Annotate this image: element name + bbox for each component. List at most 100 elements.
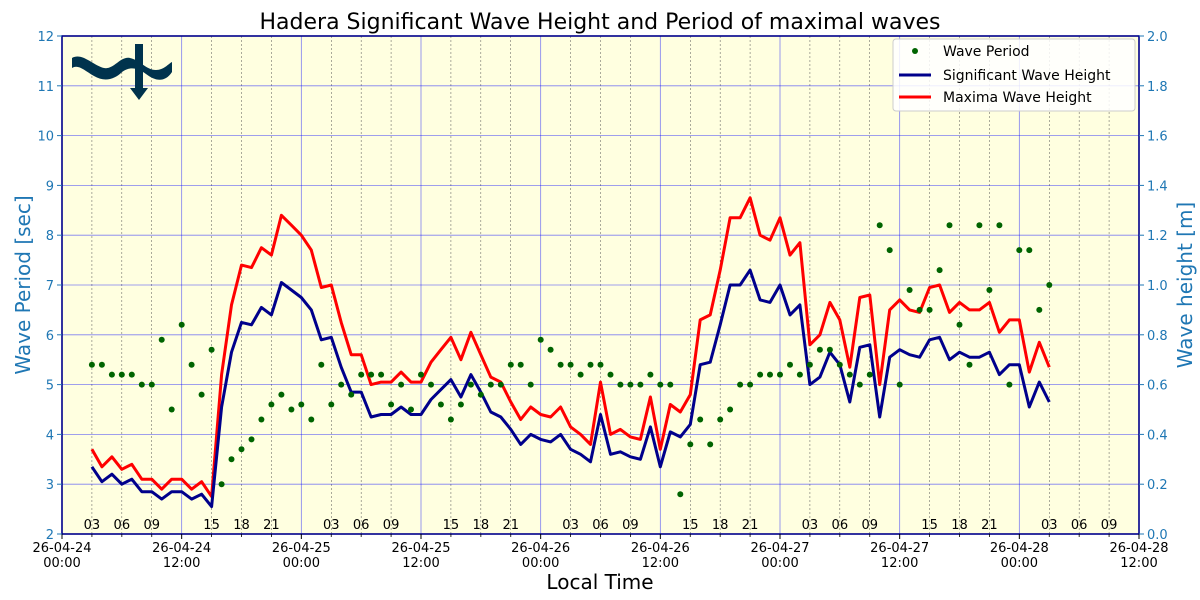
significant-wave-height-series: [90, 268, 1051, 509]
hour-label: 18: [233, 518, 250, 533]
hour-label: 03: [802, 518, 819, 533]
y-left-tick-label: 11: [37, 80, 54, 95]
wave-period-point: [677, 491, 684, 498]
y-left-tick-label: 12: [37, 30, 54, 45]
wave-period-point: [886, 247, 893, 254]
wave-period-point: [846, 371, 853, 378]
hour-label: 21: [742, 518, 759, 533]
y-right-tick-label: 0.2: [1147, 478, 1168, 493]
wave-period-point: [597, 361, 604, 368]
wave-period-point: [737, 381, 744, 388]
wave-period-point: [288, 406, 295, 413]
wave-period-point: [946, 222, 953, 229]
y-right-tick-label: 0.6: [1147, 379, 1168, 394]
y-right-tick-label: 0.8: [1147, 329, 1168, 344]
wave-period-point: [188, 361, 195, 368]
x-tick-date: 26-04-26: [511, 541, 570, 556]
y-left-tick-label: 9: [46, 179, 54, 194]
hour-label: 09: [1101, 518, 1118, 533]
legend-period-marker: [912, 48, 918, 54]
legend-significant-label: Significant Wave Height: [943, 68, 1111, 84]
wave-period-point: [876, 222, 883, 229]
wave-period-point: [268, 401, 275, 408]
hour-label: 15: [682, 518, 699, 533]
wave-period-point: [108, 371, 115, 378]
hour-label: 15: [203, 518, 220, 533]
wave-period-point: [976, 222, 983, 229]
x-tick-date: 26-04-24: [32, 541, 91, 556]
wave-period-point: [547, 346, 554, 353]
wave-period-series: [88, 222, 1053, 498]
wave-period-point: [428, 381, 434, 388]
hour-label: 15: [443, 518, 460, 533]
significant-wave-height-line: [90, 268, 1051, 509]
wave-period-point: [408, 406, 414, 413]
x-tick-time: 00:00: [761, 556, 798, 571]
hour-label: 09: [861, 518, 878, 533]
maxima-wave-height-line: [90, 196, 1051, 499]
hour-label: 21: [981, 518, 998, 533]
y-right-tick-label: 1.8: [1147, 80, 1168, 95]
wave-period-point: [418, 371, 424, 378]
y-right-axis-ticks: 0.0 0.2 0.4 0.6 0.8 1.0 1.2 1.4 1.6 1.8 2.0: [1139, 30, 1168, 543]
wave-period-point: [368, 371, 375, 378]
hour-label: 03: [1041, 518, 1058, 533]
wave-period-point: [657, 381, 664, 388]
wave-period-point: [697, 416, 704, 423]
logo-wave-mark: [72, 56, 172, 80]
wave-period-point: [727, 406, 734, 413]
hour-label: 06: [592, 518, 609, 533]
wave-period-point: [497, 381, 504, 388]
hour-label: 09: [622, 518, 639, 533]
y-left-tick-label: 7: [46, 279, 54, 294]
wave-period-point: [557, 361, 564, 368]
y-right-tick-label: 1.4: [1147, 179, 1168, 194]
y-left-tick-label: 5: [46, 379, 54, 394]
wave-period-point: [447, 416, 454, 423]
x-tick-date: 26-04-25: [272, 541, 331, 556]
legend-maxima-label: Maxima Wave Height: [943, 90, 1092, 106]
wave-period-point: [178, 321, 185, 328]
wave-period-point: [787, 361, 793, 368]
wave-period-point: [826, 346, 833, 353]
wave-period-point: [128, 371, 135, 378]
wave-period-point: [617, 381, 624, 388]
wave-period-point: [856, 381, 863, 388]
wave-period-point: [278, 391, 285, 398]
y-left-axis-label: Wave Period [sec]: [11, 195, 35, 374]
y-left-tick-label: 3: [46, 478, 54, 493]
x-tick-date: 26-04-26: [631, 541, 690, 556]
wave-period-point: [158, 336, 165, 343]
wave-period-point: [647, 371, 654, 378]
wave-period-point: [358, 371, 365, 378]
x-tick-date: 26-04-27: [870, 541, 929, 556]
wave-period-point: [437, 401, 444, 408]
x-tick-time: 00:00: [522, 556, 559, 571]
wave-period-point: [467, 381, 474, 388]
y-right-tick-label: 1.0: [1147, 279, 1168, 294]
wave-period-point: [168, 406, 175, 413]
legend-box: [892, 38, 1136, 112]
wave-period-point: [707, 441, 714, 448]
x-tick-date: 26-04-24: [152, 541, 211, 556]
wave-period-point: [148, 381, 155, 388]
wave-period-point: [477, 391, 484, 398]
wave-period-point: [986, 287, 993, 293]
wave-period-point: [298, 401, 305, 408]
wave-period-point: [996, 222, 1003, 229]
wave-period-point: [1026, 247, 1033, 254]
wave-period-point: [338, 381, 345, 388]
wave-period-point: [527, 381, 534, 388]
wave-period-point: [507, 361, 514, 368]
wave-period-point: [378, 371, 385, 378]
wave-period-point: [906, 287, 913, 293]
x-axis-label: Local Time: [546, 570, 653, 594]
wave-period-point: [1036, 306, 1043, 313]
wave-period-point: [487, 381, 494, 388]
wave-period-point: [308, 416, 315, 423]
wave-period-point: [208, 346, 215, 353]
wave-period-point: [1016, 247, 1023, 254]
x-tick-date: 26-04-28: [1109, 541, 1168, 556]
wave-period-point: [587, 361, 594, 368]
